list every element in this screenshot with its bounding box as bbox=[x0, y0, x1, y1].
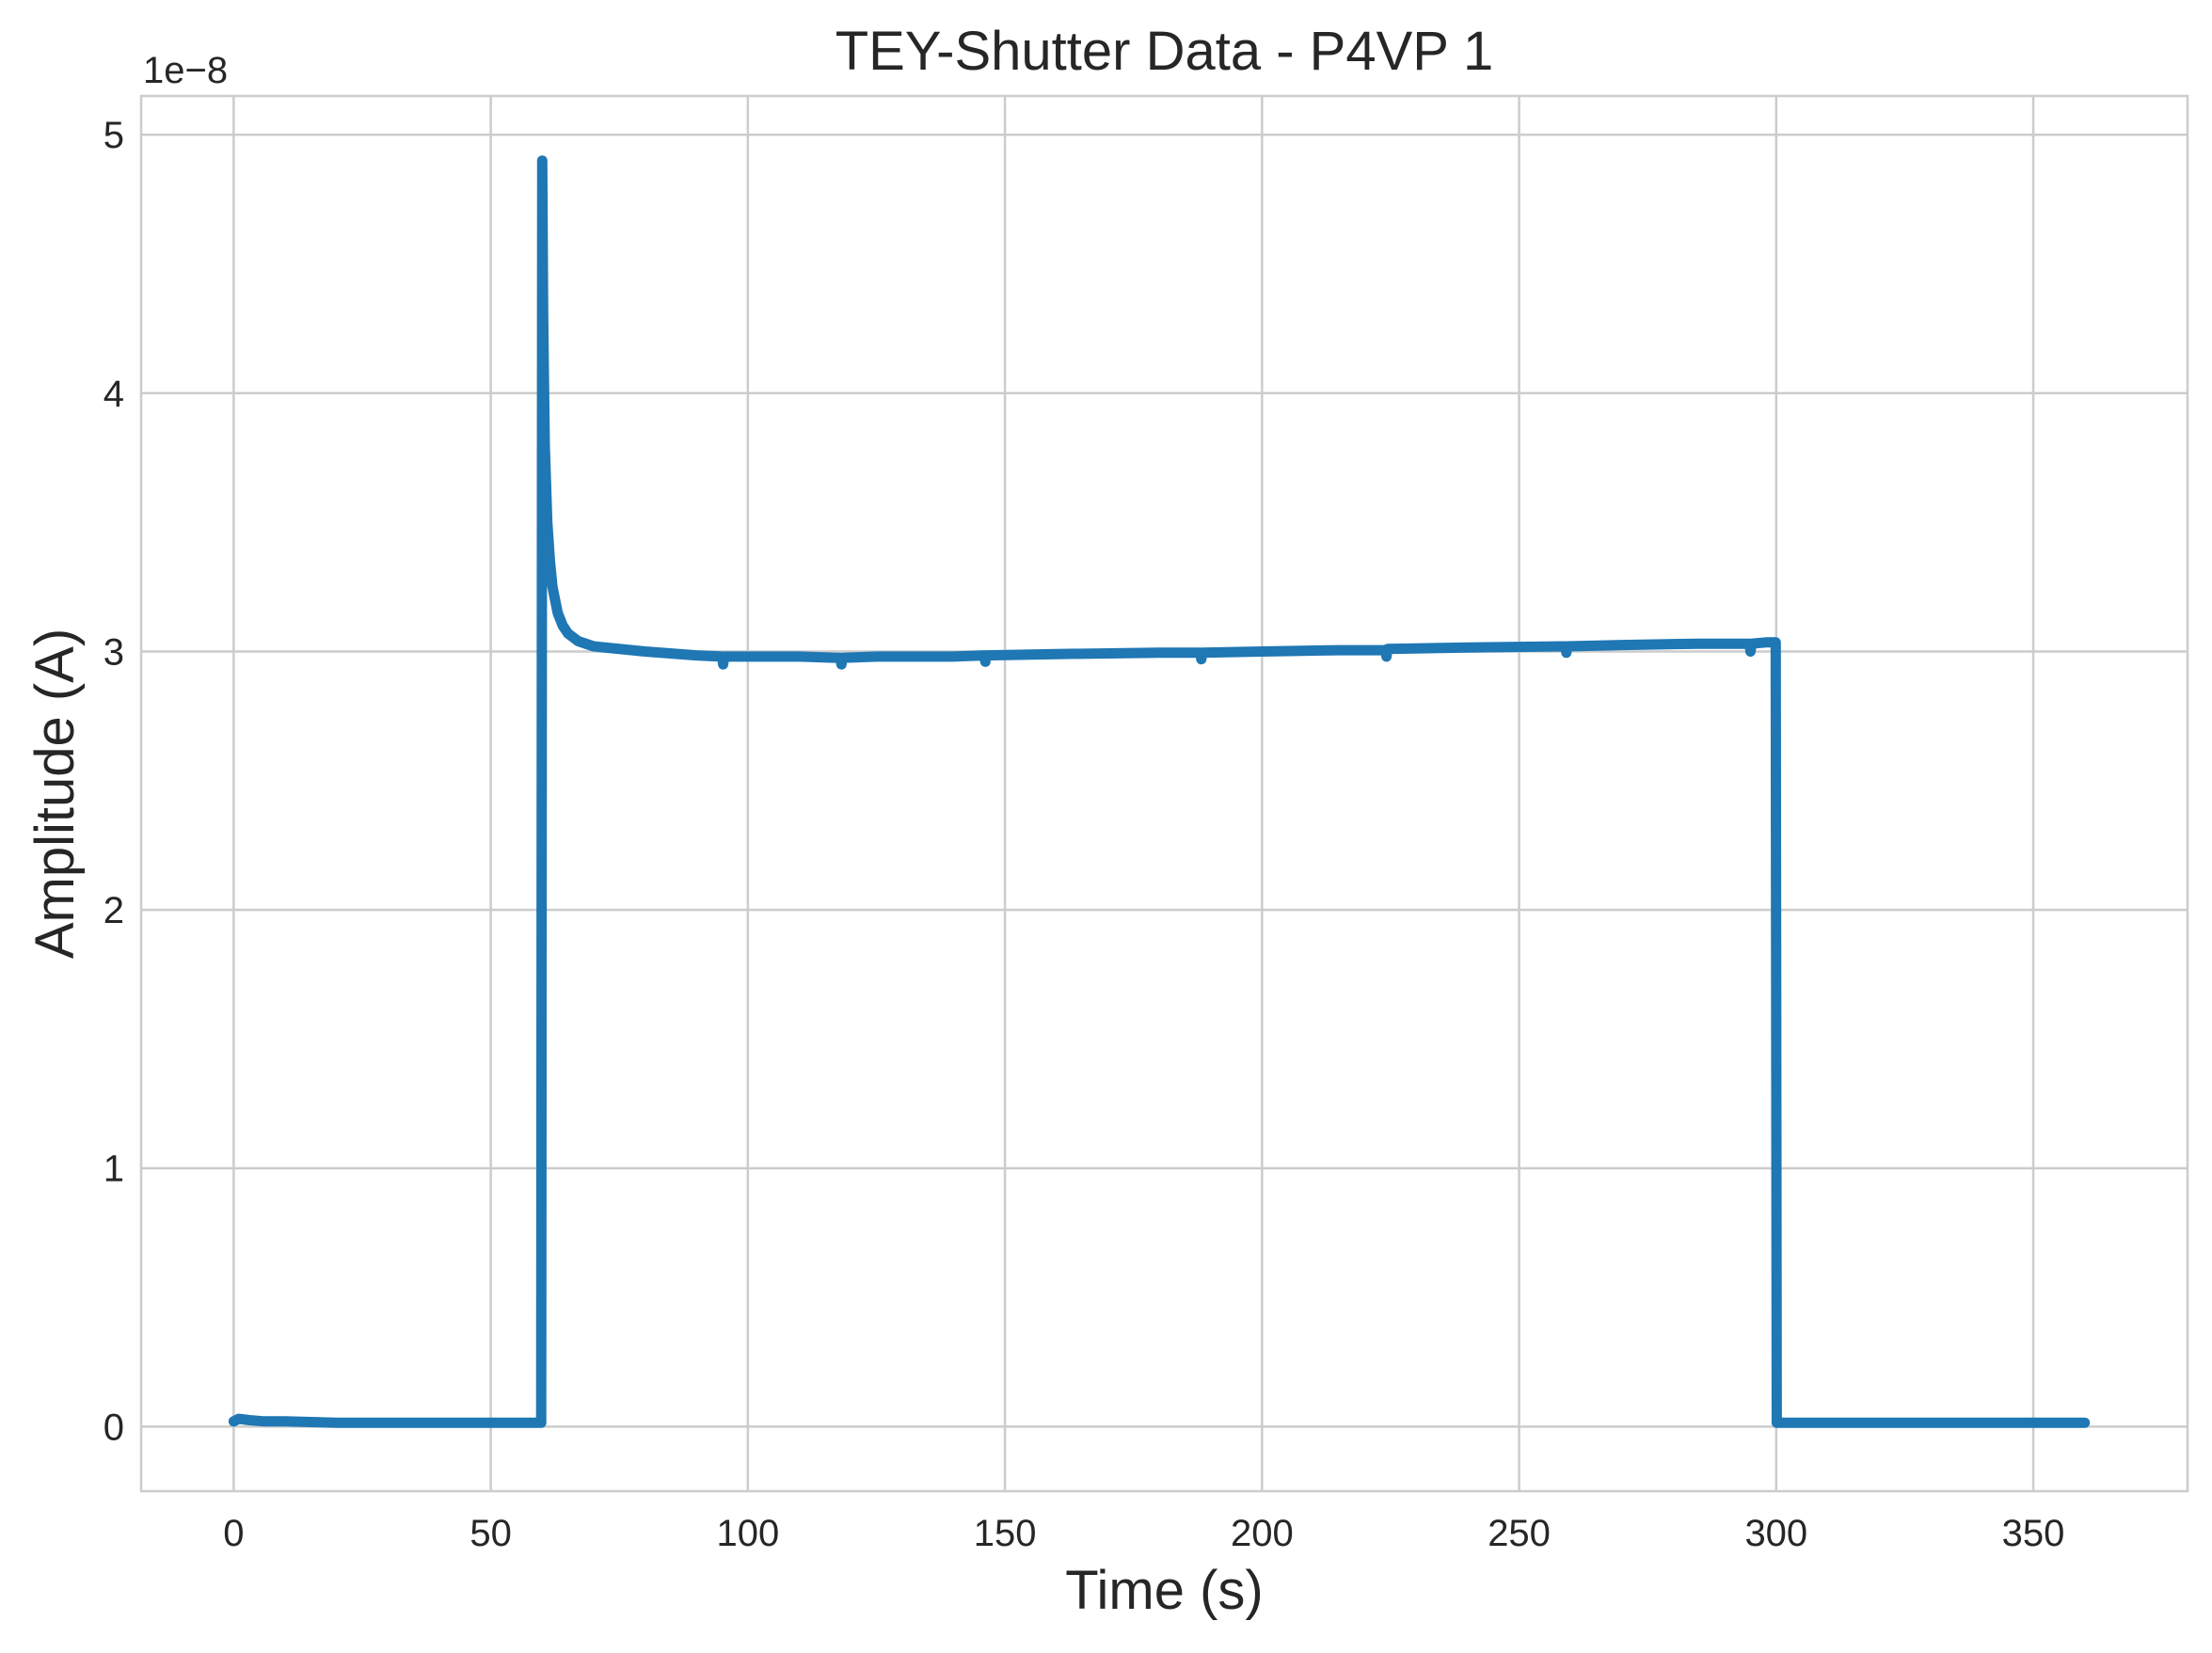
y-offset-label: 1e−8 bbox=[143, 50, 228, 91]
x-tick-label: 0 bbox=[223, 1513, 244, 1554]
x-tick-label: 100 bbox=[716, 1513, 779, 1554]
x-tick-label: 150 bbox=[974, 1513, 1037, 1554]
grid-lines bbox=[141, 96, 2188, 1491]
chart-title: TEY-Shutter Data - P4VP 1 bbox=[835, 21, 1494, 82]
y-tick-label: 0 bbox=[103, 1407, 124, 1448]
y-tick-label: 4 bbox=[103, 374, 124, 415]
x-tick-label: 350 bbox=[2002, 1513, 2065, 1554]
series-layer bbox=[228, 155, 2091, 1428]
y-tick-label: 1 bbox=[103, 1149, 124, 1190]
x-axis-label: Time (s) bbox=[1065, 1560, 1263, 1621]
y-tick-label: 5 bbox=[103, 115, 124, 156]
x-tick-label: 250 bbox=[1488, 1513, 1551, 1554]
x-tick-label: 300 bbox=[1744, 1513, 1807, 1554]
y-tick-label: 2 bbox=[103, 890, 124, 931]
y-axis-label: Amplitude (A) bbox=[24, 628, 86, 959]
y-tick-label: 3 bbox=[103, 631, 124, 673]
x-tick-label: 50 bbox=[469, 1513, 512, 1554]
plot-frame bbox=[139, 94, 2189, 1493]
x-tick-label: 200 bbox=[1231, 1513, 1294, 1554]
tick-labels: 0 50 100 150 200 250 300 350 0 1 2 3 4 5 bbox=[103, 115, 2065, 1554]
series-line bbox=[228, 155, 2091, 1428]
